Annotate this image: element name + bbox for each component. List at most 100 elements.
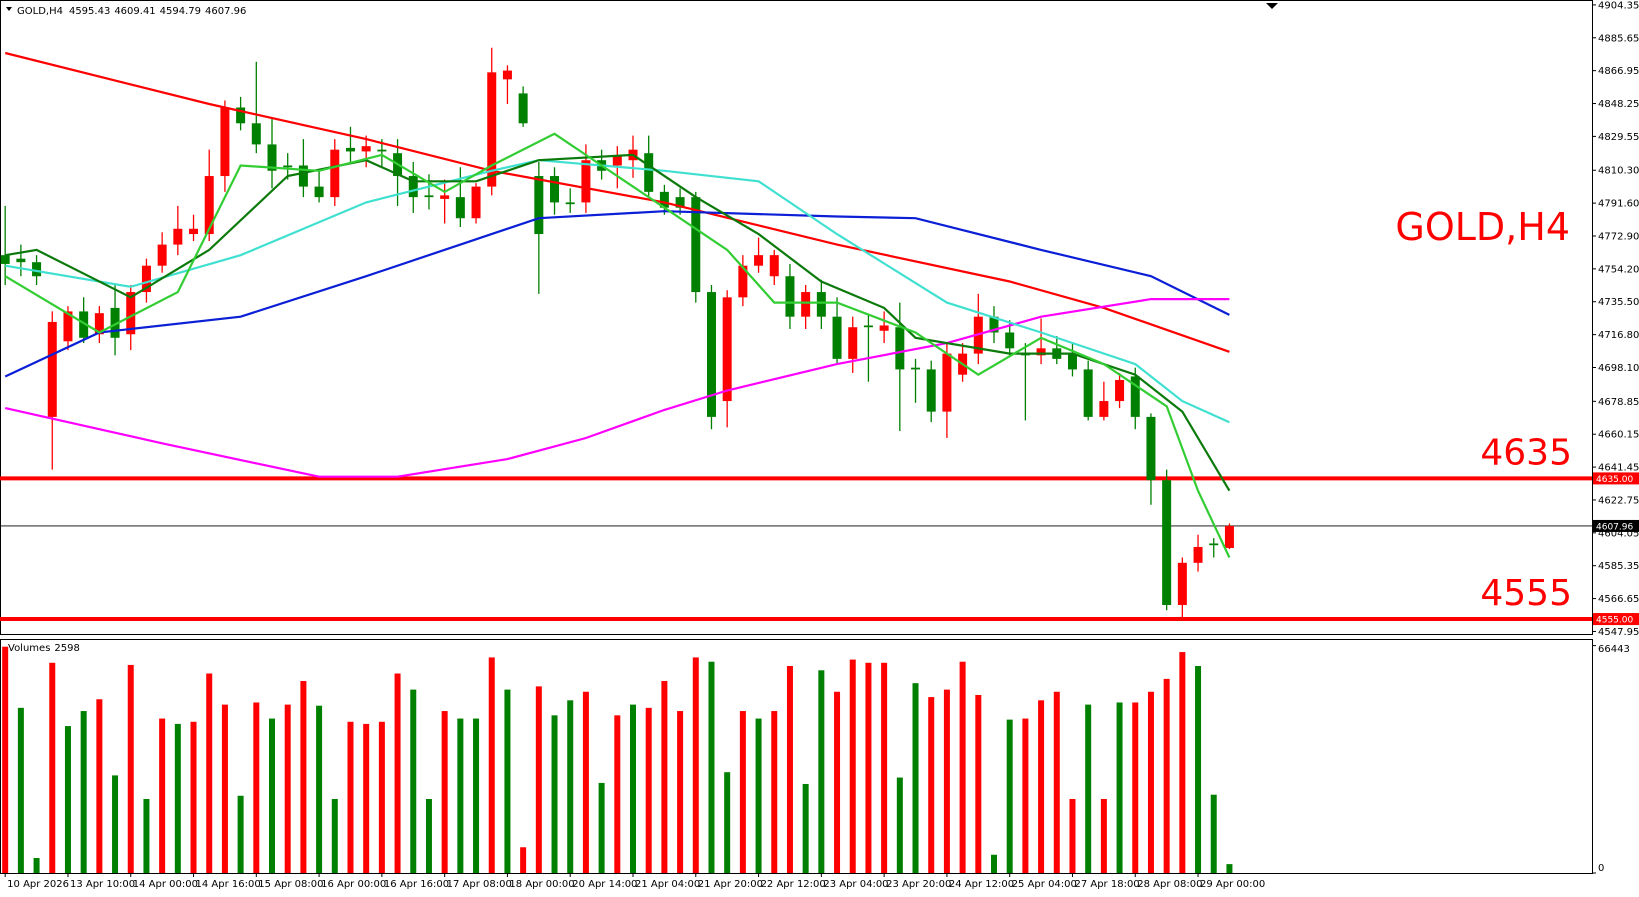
candle-body [1036,348,1046,356]
candle-body [550,176,560,203]
candle-body [314,186,324,198]
candle-body [440,195,450,199]
x-tick-label: 23 Apr 04:00 [823,879,888,890]
level-axis-box [1593,472,1639,485]
volume-bar [975,694,982,873]
candle-body [769,255,779,277]
candle-body [1005,332,1015,349]
moving-average [4,210,1230,378]
volume-bar [206,673,213,873]
volume-bar [834,691,841,873]
candle-body [94,313,104,335]
price-axis-label: 4607.96 [1596,522,1633,532]
volume-bar [347,721,354,873]
volume-bar [174,723,181,873]
x-tick-label: 14 Apr 00:00 [133,879,198,890]
volume-bar [865,662,872,873]
price-axis-box [1593,519,1639,532]
volume-bar [1116,702,1123,873]
candle-body [942,353,952,412]
volume-bar [1038,700,1045,873]
y-tick-label: 4678.85 [1598,397,1639,408]
header-close: 4607.96 [205,6,246,17]
volume-bar [1022,718,1029,873]
candle-body [251,123,261,145]
y-tick-label: 4866.95 [1598,66,1639,77]
candle-body [487,72,497,187]
volume-bar [1226,864,1233,873]
level-axis-label: 4635.00 [1596,475,1633,485]
volume-bar [677,711,684,873]
candle-body [1099,401,1109,417]
volume-bar [2,646,9,873]
x-tick-label: 17 Apr 08:00 [447,879,512,890]
volume-bar [127,664,134,873]
volume-bar [928,697,935,873]
y-tick-label: 4547.95 [1598,627,1639,638]
candle-body [110,307,120,338]
x-tick-label: 21 Apr 20:00 [698,879,763,890]
x-tick-label: 22 Apr 12:00 [761,879,826,890]
volume-bar [410,689,417,873]
volume-bar [818,670,825,873]
candle-body [126,292,136,335]
volume-bar [284,704,291,873]
volume-bar [253,702,260,873]
candle-body [801,292,811,317]
volume-bar [771,711,778,873]
volume-bar [1100,798,1107,873]
volume-bar [80,711,87,873]
candle-body [659,191,669,208]
y-tick-label: 4622.75 [1598,495,1639,506]
volume-bar [394,673,401,873]
candle-body [1209,543,1219,546]
y-tick-label: 4754.20 [1598,264,1639,275]
volume-bar [912,683,919,873]
candle-body [644,153,654,192]
candle-body [32,262,42,277]
x-tick-label: 21 Apr 04:00 [635,879,700,890]
candle-body [879,325,889,331]
y-tick-label: 4885.65 [1598,33,1639,44]
level-label: 4555 [1480,573,1572,614]
candle-body [173,228,183,245]
candle-body [330,149,340,198]
x-tick-label: 10 Apr 2026 [7,879,69,890]
candle-body [157,244,167,266]
x-tick-label: 20 Apr 14:00 [572,879,637,890]
level-axis-box [1593,613,1639,626]
candle-body [754,255,764,266]
volume-bar [598,782,605,873]
volume-bar [1179,652,1186,873]
moving-average [5,159,1230,424]
volume-bar [802,783,809,873]
volume-bar [17,707,24,873]
candle-body [361,146,371,152]
chart-title: GOLD,H4 [1395,205,1570,249]
volume-bar [112,775,119,873]
y-tick-label: 4829.55 [1598,132,1639,143]
volume-bar [331,798,338,873]
header-open: 4595.43 [69,6,110,17]
volume-bar [96,699,103,873]
y-tick-label: 4698.10 [1598,363,1639,374]
volume-bar [143,798,150,873]
moving-average [4,132,1231,558]
volume-tick-label: 66443 [1598,644,1630,655]
volume-bar [661,681,668,873]
volume-bar [614,715,621,873]
x-tick-label: 18 Apr 00:00 [509,879,574,890]
candle-body [1146,416,1156,481]
x-tick-label: 29 Apr 00:00 [1200,879,1265,890]
volume-header: Volumes 2598 [8,643,80,654]
volume-bar [1195,666,1202,873]
volume-bar [49,662,56,873]
candle-body [204,176,214,235]
candle-body [926,369,936,412]
volume-bar [190,721,197,873]
y-tick-label: 4566.65 [1598,594,1639,605]
candle-body [722,297,732,402]
candle-body [911,367,921,370]
volume-bar [363,723,370,873]
candle-body [1130,376,1140,417]
